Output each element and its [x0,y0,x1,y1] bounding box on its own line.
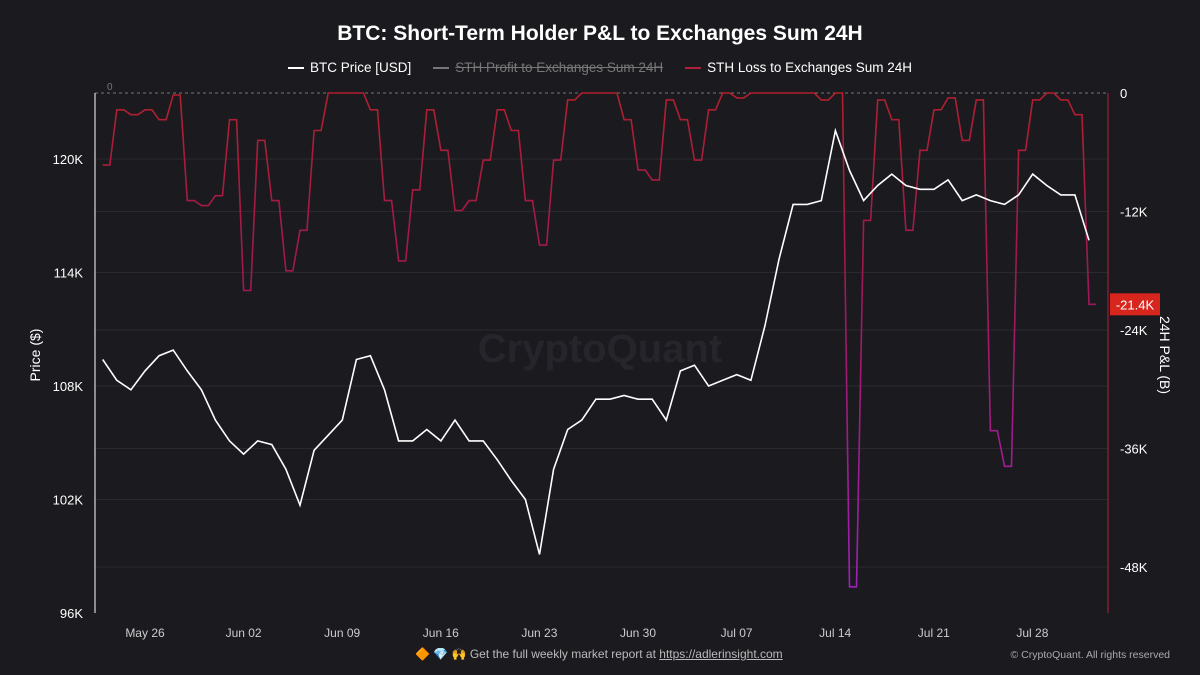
legend-item-sth-profit[interactable]: STH Profit to Exchanges Sum 24H [433,60,663,75]
x-tick-label: Jul 28 [1016,626,1048,640]
x-tick-label: Jun 30 [620,626,656,640]
legend-item-sth-loss[interactable]: STH Loss to Exchanges Sum 24H [685,60,912,75]
right-tick-label: -24K [1120,323,1148,338]
x-tick-label: May 26 [125,626,165,640]
left-tick-label: 114K [54,266,84,281]
legend-label: BTC Price [USD] [310,60,412,75]
left-tick-label: 96K [60,606,83,621]
left-tick-label: 102K [53,493,84,508]
left-tick-label: 108K [53,379,84,394]
legend-swatch [288,66,305,69]
footer-link[interactable]: https://adlerinsight.com [659,647,783,661]
x-tick-label: Jun 02 [226,626,262,640]
x-tick-label: Jul 07 [721,626,753,640]
top-left-label: 0 [107,82,113,93]
btc-price-line [102,127,1090,555]
legend-label: STH Loss to Exchanges Sum 24H [707,60,912,75]
x-tick-label: Jul 21 [918,626,950,640]
right-tick-label: 0 [1120,86,1127,101]
x-tick-label: Jun 09 [324,626,360,640]
last-value-tag [1110,293,1160,316]
legend: BTC Price [USD] STH Profit to Exchanges … [0,60,1200,75]
left-tick-label: 120K [53,152,84,167]
last-value-label: -21.4K [1116,297,1155,312]
copyright: © CryptoQuant. All rights reserved [1010,649,1170,661]
left-axis-title: Price ($) [27,329,43,382]
footer-note: 🔶 💎 🙌 Get the full weekly market report … [415,647,783,661]
right-tick-label: -12K [1120,205,1148,220]
x-tick-label: Jul 14 [819,626,851,640]
legend-swatch [685,66,702,69]
watermark: CryptoQuant [478,327,722,371]
legend-swatch [433,66,450,69]
legend-label: STH Profit to Exchanges Sum 24H [455,60,664,75]
x-tick-label: Jun 16 [423,626,459,640]
right-tick-label: -36K [1120,442,1148,457]
sth-loss-line [102,92,1097,588]
legend-item-btc-price[interactable]: BTC Price [USD] [288,60,411,75]
x-tick-label: Jun 23 [521,626,557,640]
footer-text: Get the full weekly market report at [469,647,656,661]
footer-emoji: 🔶 💎 🙌 [415,647,467,661]
right-tick-label: -48K [1120,560,1148,575]
right-axis-title: 24H P&L (B) [1157,316,1173,394]
chart-title: BTC: Short-Term Holder P&L to Exchanges … [337,22,863,45]
